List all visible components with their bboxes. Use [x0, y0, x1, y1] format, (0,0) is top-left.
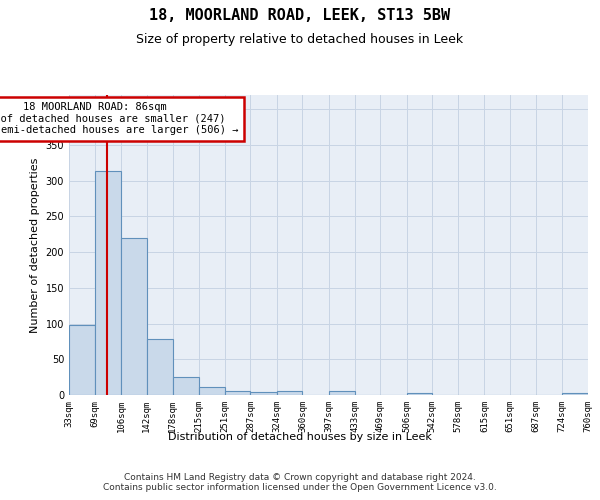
Bar [121, 238, 147, 395]
Bar [173, 377, 199, 395]
Bar [277, 392, 302, 395]
Bar [69, 325, 95, 395]
Text: Contains HM Land Registry data © Crown copyright and database right 2024.
Contai: Contains HM Land Registry data © Crown c… [103, 472, 497, 492]
Bar [329, 390, 355, 395]
Text: 18 MOORLAND ROAD: 86sqm
← 33% of detached houses are smaller (247)
67% of semi-d: 18 MOORLAND ROAD: 86sqm ← 33% of detache… [0, 102, 238, 136]
Text: Size of property relative to detached houses in Leek: Size of property relative to detached ho… [136, 32, 464, 46]
Bar [95, 172, 121, 395]
Bar [562, 393, 588, 395]
Bar [147, 338, 173, 395]
Bar [407, 393, 433, 395]
Y-axis label: Number of detached properties: Number of detached properties [30, 158, 40, 332]
Text: Distribution of detached houses by size in Leek: Distribution of detached houses by size … [168, 432, 432, 442]
Bar [224, 392, 250, 395]
Text: 18, MOORLAND ROAD, LEEK, ST13 5BW: 18, MOORLAND ROAD, LEEK, ST13 5BW [149, 8, 451, 22]
Bar [199, 387, 224, 395]
Bar [250, 392, 277, 395]
